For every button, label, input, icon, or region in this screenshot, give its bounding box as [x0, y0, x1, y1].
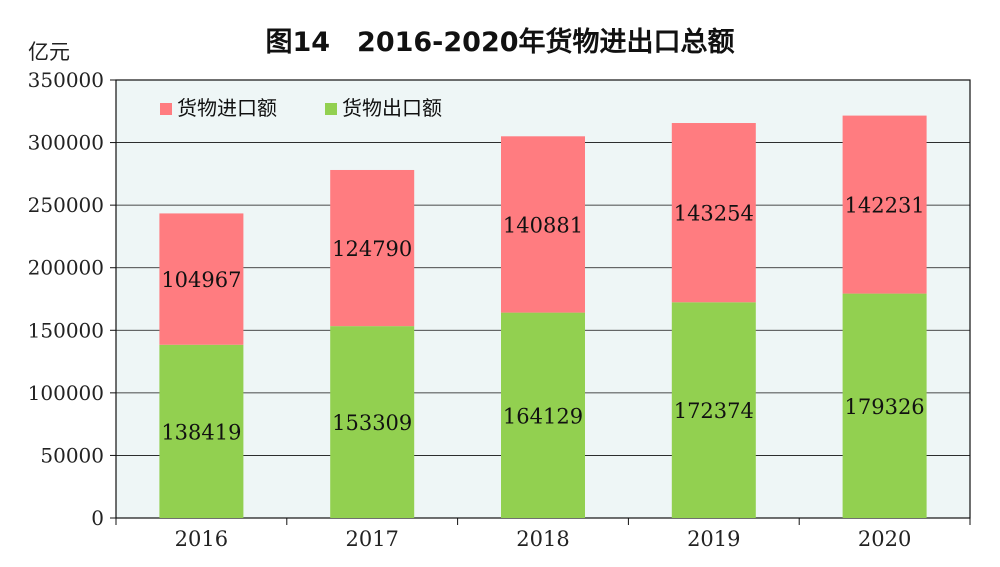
data-label-export-2018: 164129 — [503, 404, 583, 428]
bar-export-2020 — [842, 293, 927, 518]
x-tick-label-2019: 2019 — [687, 527, 740, 551]
legend-label-import: 货物进口额 — [177, 96, 277, 120]
y-tick-label: 300000 — [28, 131, 104, 155]
data-label-export-2020: 179326 — [845, 395, 925, 419]
legend-label-export: 货物出口额 — [342, 96, 442, 120]
data-label-import-2018: 140881 — [503, 213, 583, 237]
x-tick-label-2017: 2017 — [345, 527, 398, 551]
data-label-import-2016: 104967 — [161, 268, 241, 292]
bar-export-2017 — [330, 326, 415, 518]
x-tick-label-2018: 2018 — [516, 527, 569, 551]
y-tick-label: 50000 — [40, 443, 104, 467]
bar-export-2019 — [671, 302, 756, 518]
data-label-export-2019: 172374 — [674, 399, 754, 423]
data-label-export-2016: 138419 — [161, 420, 241, 444]
bar-import-2016 — [159, 213, 244, 345]
y-tick-label: 250000 — [28, 193, 104, 217]
legend-swatch-export — [325, 103, 337, 115]
x-tick-label-2016: 2016 — [175, 527, 228, 551]
y-tick-label: 100000 — [28, 381, 104, 405]
bar-import-2018 — [501, 136, 585, 313]
y-axis-unit-label: 亿元 — [28, 40, 70, 64]
data-label-export-2017: 153309 — [332, 411, 412, 435]
data-label-import-2020: 142231 — [845, 194, 925, 218]
bar-import-2017 — [330, 169, 415, 327]
bar-import-2020 — [842, 115, 927, 294]
x-tick-label-2020: 2020 — [858, 527, 911, 551]
bar-import-2019 — [671, 123, 756, 303]
legend-swatch-import — [160, 103, 172, 115]
data-label-import-2017: 124790 — [332, 237, 412, 261]
y-tick-label: 150000 — [28, 318, 104, 342]
chart-title: 图14 2016-2020年货物进出口总额 — [265, 27, 735, 58]
y-tick-label: 0 — [91, 506, 104, 530]
bar-export-2016 — [159, 344, 244, 518]
y-tick-label: 350000 — [28, 68, 104, 92]
bar-export-2018 — [501, 312, 585, 518]
y-tick-label: 200000 — [28, 256, 104, 280]
data-label-import-2019: 143254 — [674, 202, 754, 226]
